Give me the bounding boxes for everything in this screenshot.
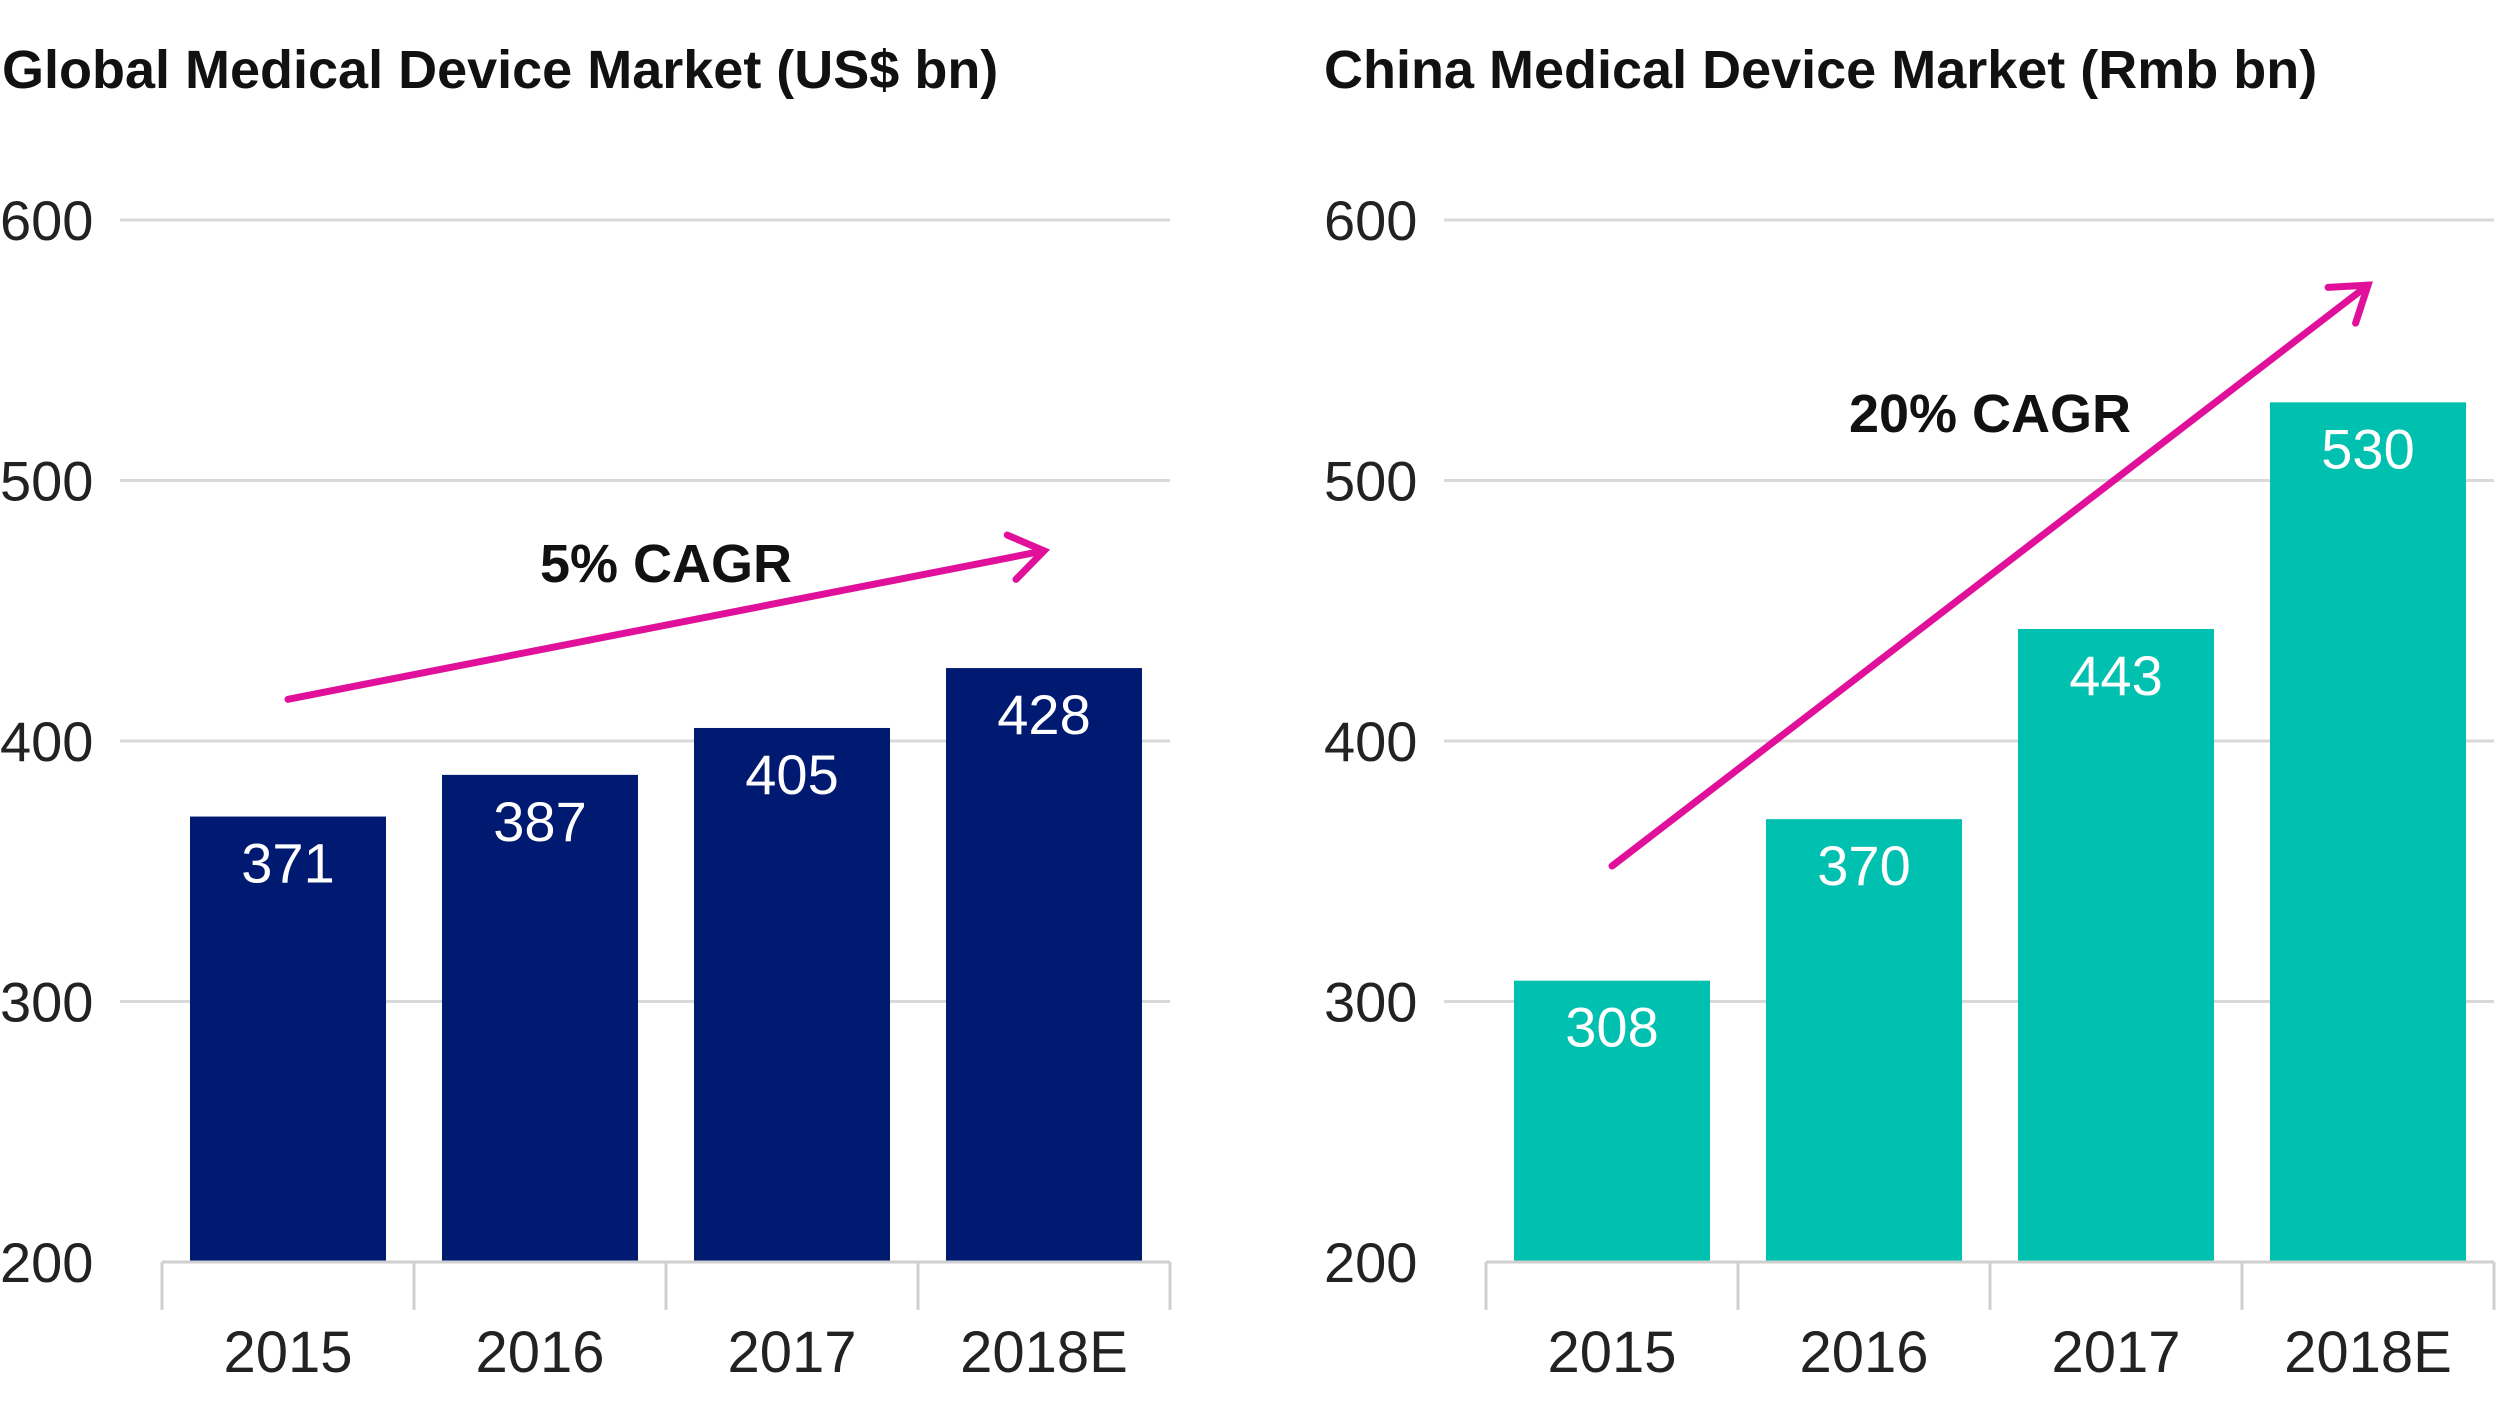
y-tick-label: 600 <box>0 189 93 252</box>
cagr-label: 20% CAGR <box>1849 384 2131 444</box>
cagr-label: 5% CAGR <box>540 534 792 594</box>
chart-title: Global Medical Device Market (US$ bn) <box>2 40 998 100</box>
bar-value-label: 370 <box>1817 834 1910 897</box>
china-market-chart: China Medical Device Market (Rmb bn) 200 3… <box>1324 40 2496 1385</box>
bar-2016 <box>442 774 638 1262</box>
x-category-label: 2018E <box>960 1320 1128 1385</box>
x-category-label: 2018E <box>2284 1320 2452 1385</box>
y-tick-label: 400 <box>0 710 93 773</box>
bar-2016 <box>1766 819 1962 1262</box>
x-category-label: 2017 <box>727 1320 856 1385</box>
bar-value-label: 405 <box>745 743 838 806</box>
bar-value-label: 443 <box>2069 644 2162 707</box>
x-category-label: 2015 <box>1547 1320 1676 1385</box>
x-category-label: 2016 <box>1799 1320 1928 1385</box>
y-tick-label: 500 <box>1324 450 1417 513</box>
cagr-arrow-line <box>1608 281 2372 870</box>
x-category-label: 2017 <box>2051 1320 2180 1385</box>
y-tick-label: 200 <box>0 1231 93 1294</box>
x-category-label: 2015 <box>223 1320 352 1385</box>
bar-value-label: 371 <box>241 832 334 895</box>
bar-value-label: 428 <box>997 683 1090 746</box>
bar-2017 <box>694 727 890 1262</box>
global-market-chart: Global Medical Device Market (US$ bn) 200… <box>0 40 1172 1385</box>
bar-2015 <box>190 816 386 1262</box>
bar-2015 <box>1514 980 1710 1262</box>
bar-value-label: 308 <box>1565 996 1658 1059</box>
bar-2018e <box>2270 402 2466 1263</box>
y-tick-label: 400 <box>1324 710 1417 773</box>
cagr-arrow-line <box>284 547 1048 703</box>
y-tick-label: 500 <box>0 450 93 513</box>
y-tick-label: 600 <box>1324 189 1417 252</box>
bar-value-label: 530 <box>2321 417 2414 480</box>
bar-2018e <box>946 668 1142 1262</box>
y-tick-label: 300 <box>1324 971 1417 1034</box>
y-tick-label: 300 <box>0 971 93 1034</box>
bar-2017 <box>2018 628 2214 1262</box>
bar-value-label: 387 <box>493 790 586 853</box>
chart-title: China Medical Device Market (Rmb bn) <box>1324 40 2317 100</box>
y-tick-label: 200 <box>1324 1231 1417 1294</box>
x-category-label: 2016 <box>475 1320 604 1385</box>
cagr-arrow-head <box>2324 281 2373 327</box>
cagr-arrow-head <box>1003 531 1051 583</box>
